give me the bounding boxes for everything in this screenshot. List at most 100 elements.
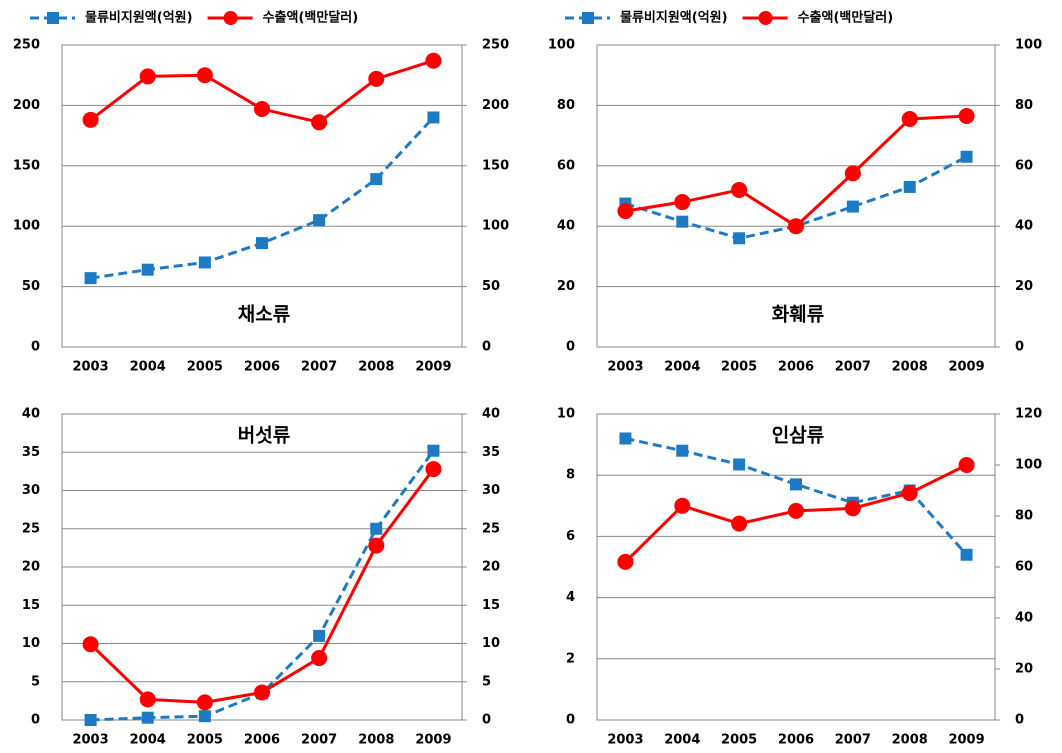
- x-tick-label: 2007: [301, 733, 337, 748]
- y2-tick-label: 80: [1015, 98, 1033, 113]
- marker: [731, 181, 748, 198]
- marker: [368, 70, 385, 87]
- marker: [733, 458, 746, 471]
- x-tick-label: 2008: [358, 360, 394, 375]
- y2-tick-label: 35: [482, 445, 500, 460]
- y2-tick-label: 100: [1015, 38, 1042, 53]
- x-tick-label: 2006: [778, 733, 814, 748]
- x-tick-label: 2008: [892, 360, 928, 375]
- series-line: [625, 114, 967, 229]
- y-tick-label: 100: [13, 219, 40, 234]
- marker: [676, 215, 689, 228]
- y2-tick-label: 100: [482, 219, 509, 234]
- x-tick-label: 2004: [130, 360, 166, 375]
- x-tick-label: 2005: [721, 733, 757, 748]
- x-tick-label: 2003: [607, 360, 643, 375]
- y-tick-label: 250: [13, 38, 40, 53]
- marker: [198, 710, 211, 723]
- marker: [254, 101, 270, 118]
- y2-tick-label: 20: [482, 560, 500, 575]
- marker: [82, 111, 99, 128]
- y-tick-label: 0: [566, 340, 575, 355]
- marker: [960, 548, 973, 561]
- marker: [958, 107, 975, 124]
- marker: [311, 650, 328, 667]
- y-tick-label: 80: [557, 98, 575, 113]
- x-tick-label: 2009: [948, 360, 984, 375]
- y-tick-label: 35: [22, 445, 40, 460]
- marker: [141, 263, 154, 276]
- x-tick-label: 2006: [778, 360, 814, 375]
- y-tick-label: 200: [13, 98, 40, 113]
- x-tick-label: 2007: [835, 360, 871, 375]
- y2-tick-label: 30: [482, 483, 500, 498]
- marker: [311, 114, 328, 131]
- y2-tick-label: 250: [482, 38, 509, 53]
- y-tick-label: 10: [22, 636, 40, 651]
- y-tick-label: 4: [566, 590, 575, 605]
- marker: [427, 111, 440, 124]
- legend-label: 물류비지원액(억원): [85, 11, 193, 26]
- marker: [425, 52, 442, 69]
- series-line: [90, 449, 435, 722]
- x-tick-label: 2007: [301, 360, 337, 375]
- marker: [617, 553, 634, 570]
- x-tick-label: 2009: [415, 360, 451, 375]
- x-tick-label: 2009: [948, 733, 984, 748]
- y2-tick-label: 120: [1015, 407, 1042, 422]
- y-tick-label: 0: [31, 340, 40, 355]
- y2-tick-label: 20: [1015, 279, 1033, 294]
- y2-tick-label: 0: [1015, 713, 1024, 728]
- plot-border: [61, 44, 463, 348]
- x-tick-label: 2003: [607, 733, 643, 748]
- marker: [846, 200, 859, 213]
- legend-label: 물류비지원액(억원): [620, 11, 728, 26]
- series-line: [89, 468, 435, 704]
- marker: [313, 214, 326, 227]
- marker: [198, 256, 211, 269]
- plot-border: [596, 44, 996, 348]
- legend-marker: [758, 11, 773, 25]
- marker: [788, 502, 804, 519]
- marker: [139, 68, 156, 85]
- y2-tick-label: 60: [1015, 158, 1033, 173]
- x-tick-label: 2009: [415, 733, 451, 748]
- y-tick-label: 15: [22, 598, 40, 613]
- marker: [844, 165, 861, 182]
- y2-tick-label: 40: [1015, 219, 1033, 234]
- x-tick-label: 2006: [244, 733, 280, 748]
- marker: [141, 711, 154, 724]
- y-tick-label: 20: [557, 279, 575, 294]
- y2-tick-label: 0: [482, 713, 491, 728]
- x-tick-label: 2003: [72, 733, 108, 748]
- legend-marker: [223, 11, 238, 25]
- marker: [256, 237, 268, 250]
- marker: [958, 457, 975, 473]
- x-tick-label: 2004: [664, 360, 700, 375]
- marker: [427, 444, 440, 457]
- y-tick-label: 50: [22, 279, 40, 294]
- marker: [733, 232, 746, 245]
- y2-tick-label: 0: [1015, 340, 1024, 355]
- y2-tick-label: 150: [482, 158, 509, 173]
- y-tick-label: 2: [566, 651, 575, 666]
- y2-tick-label: 20: [1015, 662, 1033, 677]
- x-tick-label: 2005: [187, 360, 223, 375]
- x-tick-label: 2005: [187, 733, 223, 748]
- marker: [903, 180, 916, 193]
- y-tick-label: 40: [557, 219, 575, 234]
- marker: [84, 272, 97, 285]
- series-line: [90, 116, 435, 280]
- marker: [82, 636, 99, 653]
- marker: [901, 110, 918, 127]
- y-tick-label: 25: [22, 521, 40, 536]
- marker: [731, 515, 748, 532]
- y2-tick-label: 40: [1015, 611, 1033, 626]
- x-tick-label: 2004: [130, 733, 166, 748]
- y-tick-label: 8: [566, 468, 575, 483]
- marker: [674, 497, 691, 514]
- panel-title: 버섯류: [238, 425, 290, 447]
- marker: [790, 478, 802, 491]
- y-tick-label: 6: [566, 529, 575, 544]
- y-tick-label: 60: [557, 158, 575, 173]
